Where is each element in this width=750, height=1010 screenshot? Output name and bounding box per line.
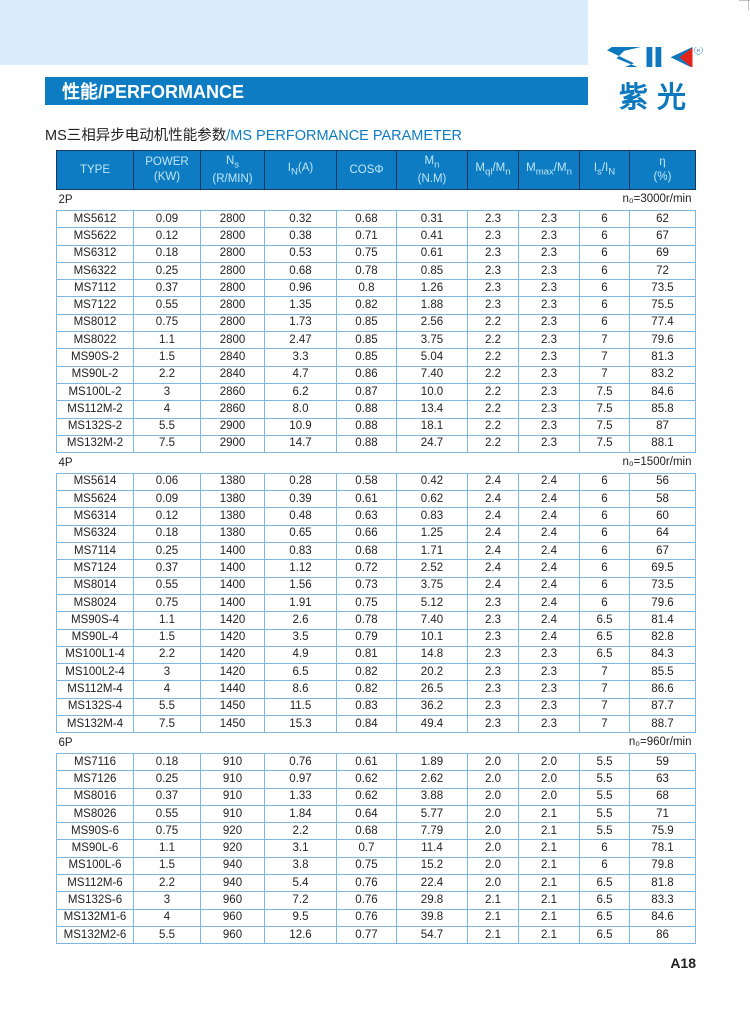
svg-text:R: R: [697, 48, 701, 53]
